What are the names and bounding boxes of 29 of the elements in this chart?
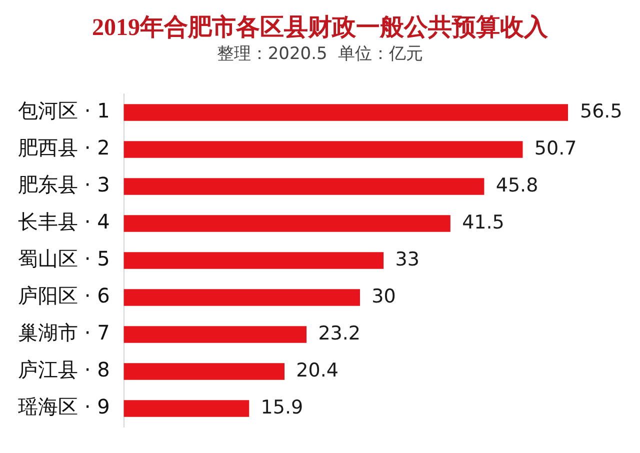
- data-label: 23.2: [318, 322, 361, 344]
- y-tick-label: 长丰县 · 4: [18, 210, 110, 234]
- bar: [124, 289, 360, 306]
- bar: [124, 104, 568, 121]
- data-label: 30: [372, 285, 396, 308]
- y-tick-label: 庐江县 · 8: [18, 358, 110, 382]
- bar: [124, 215, 450, 232]
- data-label: 50.7: [534, 137, 577, 160]
- y-tick-label: 蜀山区 · 5: [18, 246, 110, 271]
- bar: [124, 141, 523, 158]
- chart-subtitle: 整理：2020.5 单位：亿元: [216, 43, 424, 65]
- y-tick-label: 肥东县 · 3: [18, 172, 110, 197]
- bar: [124, 400, 250, 417]
- chart-title: 2019年合肥市各区县财政一般公共预算收入: [91, 13, 549, 43]
- data-label: 20.4: [296, 359, 338, 382]
- data-label: 56.5: [580, 100, 622, 122]
- data-label: 45.8: [496, 174, 538, 196]
- bar: [124, 363, 285, 380]
- bar: [124, 178, 484, 195]
- data-label: 15.9: [260, 396, 304, 418]
- data-label: 33: [395, 248, 420, 270]
- y-tick-label: 包河区 · 1: [18, 98, 110, 123]
- y-tick-label: 肥西县 · 2: [18, 136, 110, 160]
- y-tick-label: 瑶海区 · 9: [18, 394, 110, 419]
- bar: [124, 326, 307, 343]
- data-label: 41.5: [462, 211, 504, 234]
- y-tick-label: 庐阳区 · 6: [18, 284, 110, 308]
- y-tick-label: 巢湖市 · 7: [18, 320, 110, 345]
- bar: [124, 252, 384, 269]
